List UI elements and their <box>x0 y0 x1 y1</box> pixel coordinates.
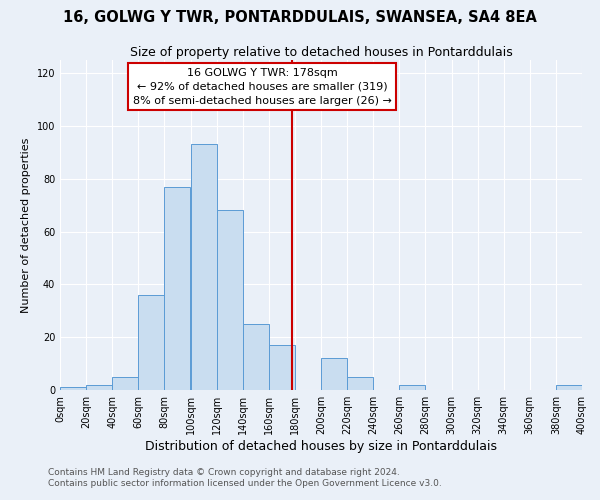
Bar <box>139 295 164 390</box>
Bar <box>217 210 242 390</box>
X-axis label: Distribution of detached houses by size in Pontarddulais: Distribution of detached houses by size … <box>145 440 497 453</box>
Bar <box>164 186 190 390</box>
Text: Contains HM Land Registry data © Crown copyright and database right 2024.
Contai: Contains HM Land Registry data © Crown c… <box>48 468 442 487</box>
Bar <box>400 384 425 390</box>
Bar <box>60 388 86 390</box>
Bar <box>269 345 295 390</box>
Title: Size of property relative to detached houses in Pontarddulais: Size of property relative to detached ho… <box>130 46 512 59</box>
Bar <box>191 144 217 390</box>
Bar <box>347 377 373 390</box>
Text: 16 GOLWG Y TWR: 178sqm
← 92% of detached houses are smaller (319)
8% of semi-det: 16 GOLWG Y TWR: 178sqm ← 92% of detached… <box>133 68 392 106</box>
Bar <box>86 384 112 390</box>
Bar <box>556 384 582 390</box>
Bar <box>321 358 347 390</box>
Text: 16, GOLWG Y TWR, PONTARDDULAIS, SWANSEA, SA4 8EA: 16, GOLWG Y TWR, PONTARDDULAIS, SWANSEA,… <box>63 10 537 25</box>
Bar <box>112 377 138 390</box>
Bar <box>242 324 269 390</box>
Y-axis label: Number of detached properties: Number of detached properties <box>21 138 31 312</box>
